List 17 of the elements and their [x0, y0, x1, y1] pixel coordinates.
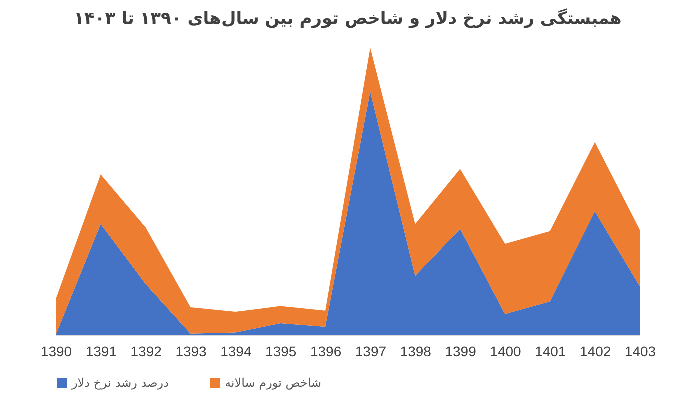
x-tick-label: 1403 [624, 344, 656, 360]
x-tick-label: 1398 [400, 344, 432, 360]
x-tick-label: 1401 [535, 344, 566, 360]
x-tick-label: 1393 [176, 344, 208, 360]
x-tick-label: 1402 [580, 344, 612, 360]
x-tick-label: 1397 [355, 344, 387, 360]
x-tick-label: 1396 [310, 344, 342, 360]
chart-title: همبستگی رشد نرخ دلار و شاخص تورم بین سال‌های ۱۳۹۰ تا ۱۴۰۳ [74, 8, 622, 29]
x-tick-label: 1400 [490, 344, 522, 360]
x-tick-label: 1399 [445, 344, 477, 360]
x-tick-label: 1392 [130, 344, 162, 360]
x-tick-label: 1394 [220, 344, 252, 360]
legend-label: شاخص تورم سالانه [225, 376, 322, 390]
x-tick-label: 1395 [266, 344, 297, 360]
x-tick-label: 1391 [86, 344, 118, 360]
x-tick-label: 1390 [40, 344, 72, 360]
legend-label: درصد رشد نرخ دلار [71, 376, 169, 390]
